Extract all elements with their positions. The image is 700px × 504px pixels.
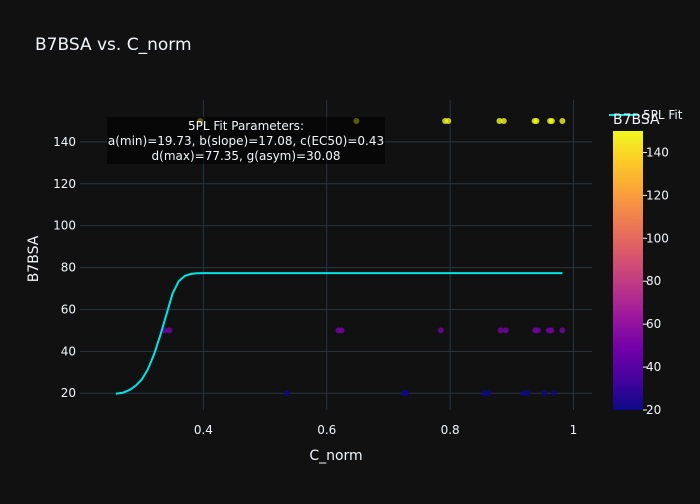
- scatter-point[interactable]: [524, 390, 531, 397]
- scatter-point[interactable]: [338, 327, 345, 334]
- scatter-point[interactable]: [541, 390, 548, 397]
- scatter-point[interactable]: [403, 390, 410, 397]
- scatter-point[interactable]: [520, 390, 527, 397]
- scatter-point[interactable]: [500, 117, 507, 124]
- scatter-point[interactable]: [533, 117, 540, 124]
- colorbar-title: B7BSA: [613, 112, 660, 128]
- scatter-point[interactable]: [502, 327, 509, 334]
- colorbar-tick-label: 100: [646, 231, 669, 245]
- colorbar-gradient: [613, 131, 643, 410]
- x-tick-label: 0.4: [194, 423, 213, 437]
- scatter-point[interactable]: [485, 390, 492, 397]
- annotation-layer: 5PL Fit Parameters: a(min)=19.73, b(slop…: [107, 117, 385, 164]
- scatter-point[interactable]: [559, 327, 566, 334]
- fit-layer: [115, 272, 563, 395]
- scatter-point[interactable]: [497, 327, 504, 334]
- y-tick-label: 80: [61, 261, 76, 275]
- annotation-line-1: 5PL Fit Parameters:: [188, 119, 304, 133]
- annotation-box: [107, 117, 385, 164]
- colorbar-tick-label: 80: [646, 274, 661, 288]
- scatter-point[interactable]: [550, 390, 557, 397]
- point-layer: [161, 117, 566, 397]
- scatter-point[interactable]: [445, 117, 452, 124]
- colorbar-tick-label: 60: [646, 317, 661, 331]
- x-tick-label: 1: [570, 423, 578, 437]
- scatter-point[interactable]: [481, 390, 488, 397]
- scatter-point[interactable]: [437, 327, 444, 334]
- legend-label-5pl-fit: 5PL Fit: [643, 108, 683, 122]
- colorbar: B7BSA 20 40 60 80 100 120 140: [613, 112, 669, 417]
- x-axis-label: C_norm: [309, 448, 362, 464]
- legend[interactable]: 5PL Fit: [609, 108, 683, 122]
- y-tick-label: 140: [53, 135, 76, 149]
- scatter-point[interactable]: [496, 117, 503, 124]
- x-tick-label: 0.8: [441, 423, 460, 437]
- chart-title: B7BSA vs. C_norm: [35, 35, 192, 55]
- colorbar-tick-label: 20: [646, 403, 661, 417]
- y-tick-label: 120: [53, 177, 76, 191]
- x-tick-label: 0.6: [317, 423, 336, 437]
- y-axis-label: B7BSA: [26, 235, 42, 282]
- fit-line-5pl[interactable]: [115, 272, 563, 395]
- y-tick-label: 100: [53, 219, 76, 233]
- y-tick-label: 40: [61, 344, 76, 358]
- scatter-point[interactable]: [166, 327, 173, 334]
- scatter-point[interactable]: [548, 327, 555, 334]
- y-tick-label: 60: [61, 302, 76, 316]
- annotation-line-3: d(max)=77.35, g(asym)=30.08: [152, 149, 341, 163]
- tick-layer: 20 40 60 80 100 120 140 0.4 0.6 0.8 1: [53, 135, 577, 437]
- colorbar-tick-label: 40: [646, 360, 661, 374]
- y-tick-label: 20: [61, 386, 76, 400]
- annotation-line-2: a(min)=19.73, b(slope)=17.08, c(EC50)=0.…: [108, 134, 384, 148]
- scatter-point[interactable]: [559, 117, 566, 124]
- colorbar-tick-label: 120: [646, 188, 669, 202]
- scatter-point[interactable]: [283, 390, 290, 397]
- colorbar-tick-label: 140: [646, 145, 669, 159]
- scatter-point[interactable]: [534, 327, 541, 334]
- scatter-point[interactable]: [548, 117, 555, 124]
